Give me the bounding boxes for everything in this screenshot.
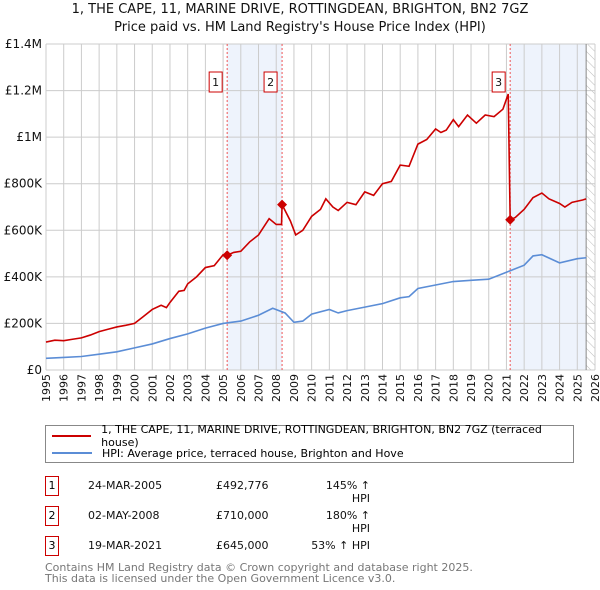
x-tick-label: 2007 <box>253 374 266 402</box>
y-tick-label: £200K <box>4 316 44 330</box>
x-tick-label: 2002 <box>164 374 177 402</box>
footer-line-1: Contains HM Land Registry data © Crown c… <box>45 561 473 574</box>
x-tick-label: 2003 <box>182 374 195 402</box>
x-tick-label: 2013 <box>359 374 372 402</box>
x-tick-label: 2009 <box>288 374 301 402</box>
x-tick-label: 2005 <box>217 374 230 402</box>
footer-line-2: This data is licensed under the Open Gov… <box>45 572 396 585</box>
shaded-region <box>227 44 283 370</box>
sale-label-box <box>491 71 506 93</box>
y-tick-label: £600K <box>4 223 44 237</box>
y-tick-label: £800K <box>4 177 44 191</box>
x-tick-label: 2024 <box>554 374 567 402</box>
x-tick-label: 2008 <box>270 374 283 402</box>
x-tick-label: 2000 <box>129 374 142 402</box>
x-tick-label: 1997 <box>75 374 88 402</box>
x-tick-label: 2001 <box>146 374 159 402</box>
y-tick-label: £1.2M <box>5 84 42 98</box>
sale-hpi-change: 180% ↑ HPI <box>325 509 370 535</box>
x-tick-label: 2025 <box>571 374 584 402</box>
sale-label-box <box>263 71 278 93</box>
sale-date: 19-MAR-2021 <box>88 539 163 552</box>
sale-hpi-change: 53% ↑ HPI <box>311 539 370 552</box>
sale-date: 02-MAY-2008 <box>88 509 160 522</box>
x-tick-label: 2022 <box>518 374 531 402</box>
y-tick-label: £0 <box>27 363 42 377</box>
shaded-region <box>510 44 587 370</box>
x-tick-label: 2010 <box>306 374 319 402</box>
x-tick-label: 1999 <box>111 374 124 402</box>
footer: Contains HM Land Registry data © Crown c… <box>45 562 473 584</box>
sale-point <box>505 214 516 225</box>
x-tick-label: 2014 <box>376 374 389 402</box>
x-tick-label: 2023 <box>536 374 549 402</box>
x-tick-label: 1996 <box>58 374 71 402</box>
sale-label: 3 <box>495 76 502 89</box>
x-tick-label: 2026 <box>589 374 600 402</box>
x-tick-label: 1998 <box>93 374 106 402</box>
x-tick-label: 2012 <box>341 374 354 402</box>
legend-red-line <box>52 435 92 437</box>
y-tick-label: £1M <box>16 130 42 144</box>
x-tick-label: 2011 <box>323 374 336 402</box>
sale-price: £492,776 <box>216 479 269 492</box>
forecast-hatch <box>586 44 595 370</box>
sale-label: 1 <box>212 76 219 89</box>
x-tick-label: 2006 <box>235 374 248 402</box>
sale-badge: 2 <box>45 506 59 526</box>
x-tick-label: 2019 <box>465 374 478 402</box>
legend: 1, THE CAPE, 11, MARINE DRIVE, ROTTINGDE… <box>45 423 574 463</box>
sale-price: £710,000 <box>216 509 269 522</box>
sale-label: 2 <box>267 76 274 89</box>
x-tick-label: 2020 <box>483 374 496 402</box>
x-tick-label: 2004 <box>199 374 212 402</box>
x-tick-label: 2015 <box>394 374 407 402</box>
y-tick-label: £400K <box>4 270 44 284</box>
sale-date: 24-MAR-2005 <box>88 479 163 492</box>
sale-point <box>277 199 288 210</box>
legend-blue-line <box>52 452 92 454</box>
price-line <box>45 93 587 343</box>
sale-hpi-change: 145% ↑ HPI <box>325 479 370 505</box>
x-tick-label: 2018 <box>447 374 460 402</box>
x-tick-label: 1995 <box>40 374 53 402</box>
sale-price: £645,000 <box>216 539 269 552</box>
sale-badge: 1 <box>45 476 59 496</box>
x-tick-label: 2016 <box>412 374 425 402</box>
chart-subtitle: Price paid vs. HM Land Registry's House … <box>114 20 486 35</box>
sale-label-box <box>208 71 223 93</box>
chart-title: 1, THE CAPE, 11, MARINE DRIVE, ROTTINGDE… <box>71 2 529 17</box>
x-tick-label: 2021 <box>500 374 513 402</box>
legend-label-hpi: HPI: Average price, terraced house, Brig… <box>102 446 404 460</box>
sale-point <box>222 250 233 261</box>
x-tick-label: 2017 <box>430 374 443 402</box>
plot-area: 1995 1996 1997 1998 1999 2000 2001 2002 2003 2004… <box>4 37 600 402</box>
legend-label-property: 1, THE CAPE, 11, MARINE DRIVE, ROTTINGDE… <box>101 423 542 449</box>
hpi-line <box>45 253 587 360</box>
sale-badge: 3 <box>45 536 59 556</box>
y-tick-label: £1.4M <box>5 37 42 51</box>
